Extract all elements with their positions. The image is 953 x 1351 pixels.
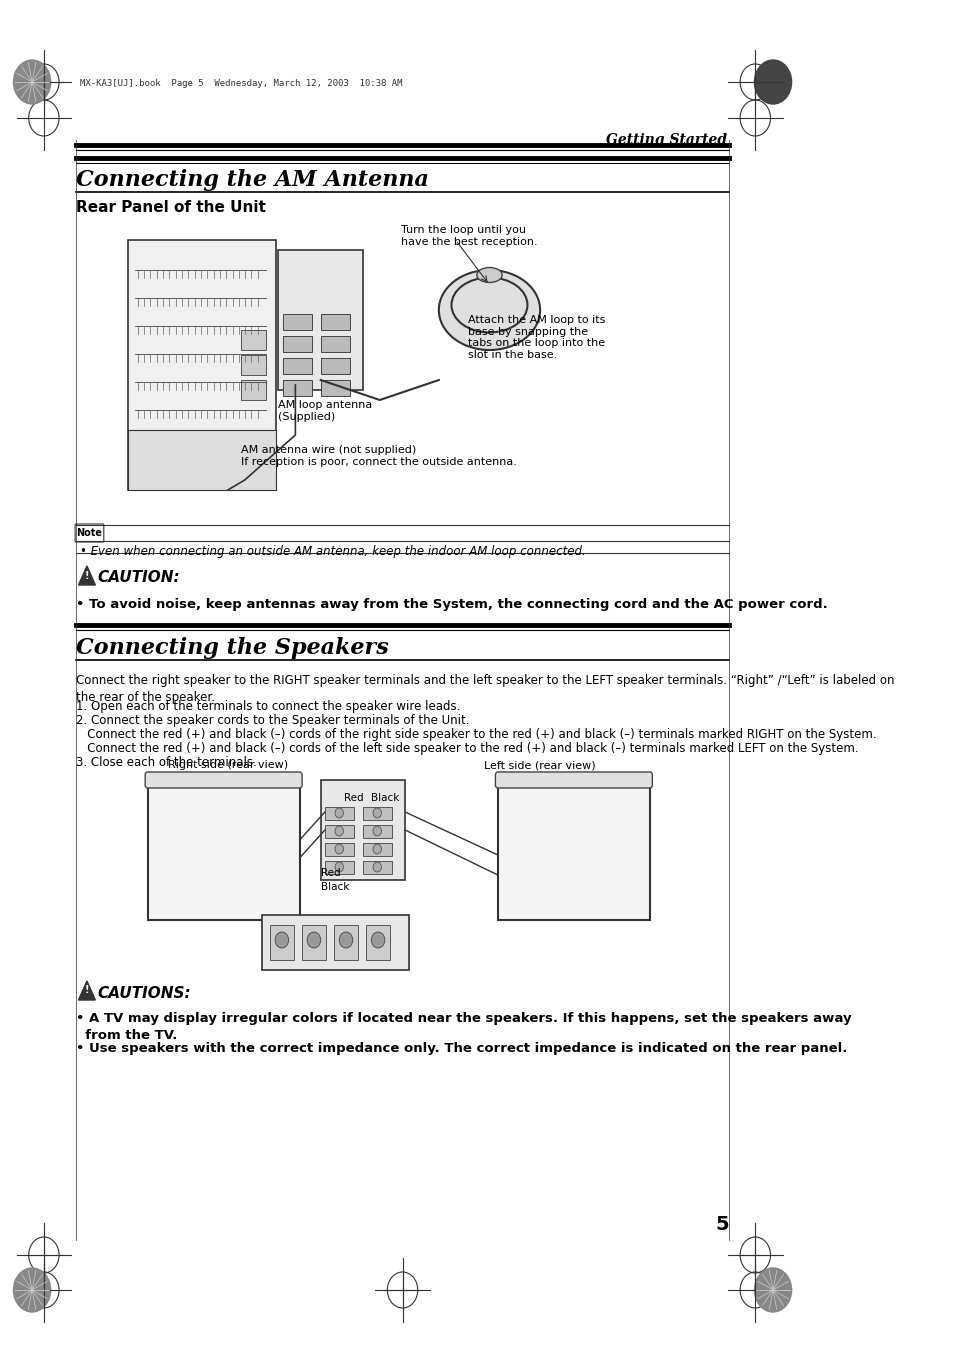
Text: !: ! xyxy=(85,571,89,581)
Text: • Even when connecting an outside AM antenna, keep the indoor AM loop connected.: • Even when connecting an outside AM ant… xyxy=(80,544,585,558)
Text: Attach the AM loop to its
base by snapping the
tabs on the loop into the
slot in: Attach the AM loop to its base by snappi… xyxy=(468,315,605,359)
FancyBboxPatch shape xyxy=(145,771,302,788)
Circle shape xyxy=(373,844,381,854)
Text: 1. Open each of the terminals to connect the speaker wire leads.: 1. Open each of the terminals to connect… xyxy=(76,700,460,713)
Circle shape xyxy=(335,862,343,871)
Text: Note: Note xyxy=(76,528,102,538)
Bar xyxy=(282,358,312,374)
Bar xyxy=(325,843,355,857)
Text: Connect the right speaker to the RIGHT speaker terminals and the left speaker to: Connect the right speaker to the RIGHT s… xyxy=(76,674,894,704)
Bar xyxy=(128,430,275,490)
Bar xyxy=(320,313,350,330)
Circle shape xyxy=(13,59,51,104)
Circle shape xyxy=(754,1269,791,1312)
Text: MX-KA3[UJ].book  Page 5  Wednesday, March 12, 2003  10:38 AM: MX-KA3[UJ].book Page 5 Wednesday, March … xyxy=(80,78,402,88)
Text: CAUTION:: CAUTION: xyxy=(97,570,179,585)
FancyBboxPatch shape xyxy=(495,771,652,788)
Bar xyxy=(362,825,392,838)
Bar xyxy=(362,807,392,820)
Ellipse shape xyxy=(438,270,539,350)
Text: 2. Connect the speaker cords to the Speaker terminals of the Unit.: 2. Connect the speaker cords to the Spea… xyxy=(76,713,469,727)
Polygon shape xyxy=(78,566,95,585)
Circle shape xyxy=(373,862,381,871)
Bar xyxy=(320,336,350,353)
Text: Red: Red xyxy=(320,867,340,878)
Circle shape xyxy=(335,825,343,836)
Bar xyxy=(240,380,266,400)
Text: Turn the loop until you
have the best reception.: Turn the loop until you have the best re… xyxy=(400,226,537,247)
Bar xyxy=(282,336,312,353)
Bar xyxy=(320,780,405,880)
Bar xyxy=(325,807,355,820)
Bar xyxy=(240,355,266,376)
Circle shape xyxy=(335,808,343,817)
Text: 3. Close each of the terminals.: 3. Close each of the terminals. xyxy=(76,757,256,769)
Text: Black: Black xyxy=(320,882,349,892)
Text: Getting Started: Getting Started xyxy=(606,132,727,147)
Text: Red: Red xyxy=(344,793,363,802)
Text: !: ! xyxy=(85,985,89,994)
Bar xyxy=(334,925,357,961)
Circle shape xyxy=(307,932,320,948)
Text: Rear Panel of the Unit: Rear Panel of the Unit xyxy=(76,200,266,216)
Bar xyxy=(302,925,325,961)
Bar xyxy=(278,250,362,390)
Ellipse shape xyxy=(476,267,501,282)
Text: AM loop antenna
(Supplied): AM loop antenna (Supplied) xyxy=(278,400,373,422)
Text: Black: Black xyxy=(371,793,399,802)
Text: AM antenna wire (not supplied)
If reception is poor, connect the outside antenna: AM antenna wire (not supplied) If recept… xyxy=(240,444,516,466)
Text: 5: 5 xyxy=(715,1216,728,1235)
Bar xyxy=(240,330,266,350)
Text: Connecting the AM Antenna: Connecting the AM Antenna xyxy=(76,169,429,190)
Circle shape xyxy=(13,1269,51,1312)
Text: Left side (rear view): Left side (rear view) xyxy=(484,761,596,770)
Circle shape xyxy=(335,844,343,854)
Bar xyxy=(325,825,355,838)
Circle shape xyxy=(339,932,353,948)
FancyBboxPatch shape xyxy=(75,524,104,542)
Bar xyxy=(325,861,355,874)
Bar xyxy=(497,775,649,920)
Bar xyxy=(128,240,275,490)
Bar xyxy=(366,925,390,961)
Bar xyxy=(320,358,350,374)
Bar xyxy=(362,861,392,874)
Bar xyxy=(261,915,409,970)
Bar xyxy=(320,380,350,396)
Text: Connect the red (+) and black (–) cords of the right side speaker to the red (+): Connect the red (+) and black (–) cords … xyxy=(76,728,876,740)
Text: • To avoid noise, keep antennas away from the System, the connecting cord and th: • To avoid noise, keep antennas away fro… xyxy=(76,598,827,611)
Polygon shape xyxy=(78,981,95,1000)
Text: Connect the red (+) and black (–) cords of the left side speaker to the red (+) : Connect the red (+) and black (–) cords … xyxy=(76,742,858,755)
Circle shape xyxy=(754,59,791,104)
Bar xyxy=(148,775,299,920)
Bar xyxy=(362,843,392,857)
Circle shape xyxy=(371,932,384,948)
Text: • A TV may display irregular colors if located near the speakers. If this happen: • A TV may display irregular colors if l… xyxy=(76,1012,851,1042)
Text: Right side (rear view): Right side (rear view) xyxy=(168,761,288,770)
Circle shape xyxy=(373,825,381,836)
Text: CAUTIONS:: CAUTIONS: xyxy=(97,986,191,1001)
Bar xyxy=(270,925,294,961)
Text: Connecting the Speakers: Connecting the Speakers xyxy=(76,638,388,659)
Circle shape xyxy=(373,808,381,817)
Bar xyxy=(282,380,312,396)
Text: • Use speakers with the correct impedance only. The correct impedance is indicat: • Use speakers with the correct impedanc… xyxy=(76,1042,846,1055)
Circle shape xyxy=(274,932,289,948)
Bar xyxy=(282,313,312,330)
